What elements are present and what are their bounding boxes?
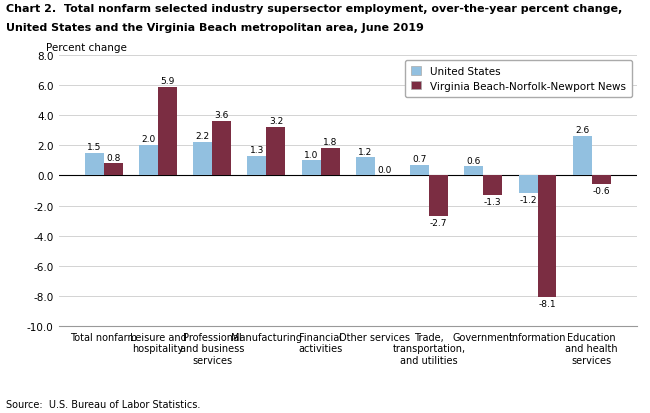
Bar (592, 176, 611, 185)
Text: Percent change: Percent change (46, 43, 126, 53)
Text: 1.5: 1.5 (87, 142, 101, 152)
Text: 1.3: 1.3 (250, 146, 264, 154)
Text: 2.2: 2.2 (196, 132, 210, 141)
Bar (193, 143, 212, 176)
Text: 2.6: 2.6 (575, 126, 590, 135)
Text: 3.6: 3.6 (214, 111, 229, 120)
Bar (158, 87, 177, 176)
Text: -1.2: -1.2 (519, 196, 537, 205)
Text: 0.6: 0.6 (467, 156, 481, 165)
Text: Source:  U.S. Bureau of Labor Statistics.: Source: U.S. Bureau of Labor Statistics. (6, 399, 201, 409)
Text: 1.8: 1.8 (323, 138, 337, 147)
Bar (104, 164, 123, 176)
Text: 5.9: 5.9 (161, 76, 175, 85)
Text: 0.7: 0.7 (412, 155, 427, 164)
Text: United States and the Virginia Beach metropolitan area, June 2019: United States and the Virginia Beach met… (6, 23, 424, 33)
Legend: United States, Virginia Beach-Norfolk-Newport News: United States, Virginia Beach-Norfolk-Ne… (404, 61, 632, 97)
Bar (212, 122, 231, 176)
Text: 0.0: 0.0 (377, 165, 391, 174)
Text: 3.2: 3.2 (269, 117, 283, 126)
Text: -8.1: -8.1 (538, 299, 556, 309)
Bar (573, 137, 592, 176)
Bar (266, 128, 285, 176)
Bar (320, 149, 339, 176)
Text: -1.3: -1.3 (484, 197, 502, 206)
Text: 2.0: 2.0 (142, 135, 155, 144)
Bar (484, 176, 502, 195)
Bar (538, 176, 556, 298)
Text: Chart 2.  Total nonfarm selected industry supersector employment, over-the-year : Chart 2. Total nonfarm selected industry… (6, 4, 623, 14)
Bar (519, 176, 538, 194)
Bar (464, 167, 484, 176)
Text: -2.7: -2.7 (430, 218, 447, 227)
Bar (356, 158, 375, 176)
Bar (84, 154, 104, 176)
Bar (429, 176, 448, 216)
Bar (410, 166, 429, 176)
Text: 1.2: 1.2 (358, 147, 372, 156)
Bar (248, 157, 266, 176)
Bar (139, 146, 158, 176)
Text: -0.6: -0.6 (592, 187, 610, 196)
Text: 1.0: 1.0 (304, 150, 318, 159)
Bar (302, 161, 320, 176)
Text: 0.8: 0.8 (106, 153, 120, 162)
